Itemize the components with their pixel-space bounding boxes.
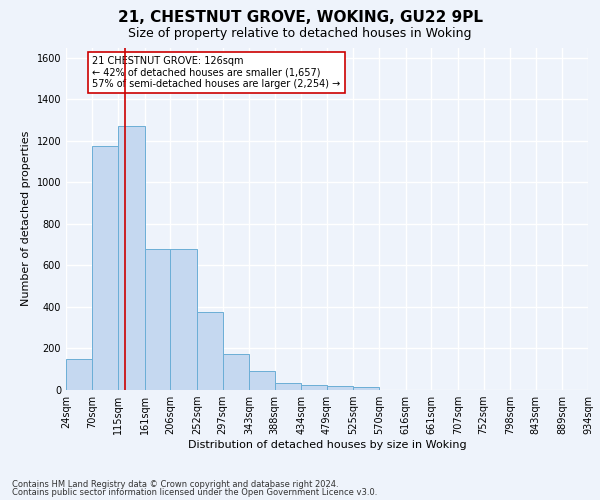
Text: Contains HM Land Registry data © Crown copyright and database right 2024.: Contains HM Land Registry data © Crown c… (12, 480, 338, 489)
Bar (275, 382, 301, 390)
Bar (223, 354, 249, 390)
Text: Contains public sector information licensed under the Open Government Licence v3: Contains public sector information licen… (12, 488, 377, 497)
Bar (353, 387, 379, 390)
Text: 21 CHESTNUT GROVE: 126sqm
← 42% of detached houses are smaller (1,657)
57% of se: 21 CHESTNUT GROVE: 126sqm ← 42% of detac… (92, 56, 341, 89)
Text: 21, CHESTNUT GROVE, WOKING, GU22 9PL: 21, CHESTNUT GROVE, WOKING, GU22 9PL (118, 10, 482, 25)
Bar (249, 372, 275, 390)
Bar (170, 249, 197, 390)
Text: Size of property relative to detached houses in Woking: Size of property relative to detached ho… (128, 28, 472, 40)
Bar (145, 249, 170, 390)
Bar (92, 146, 118, 390)
Bar (197, 312, 223, 390)
Bar (301, 385, 327, 390)
X-axis label: Distribution of detached houses by size in Woking: Distribution of detached houses by size … (188, 440, 466, 450)
Bar (118, 126, 145, 390)
Bar (327, 386, 353, 390)
Y-axis label: Number of detached properties: Number of detached properties (21, 131, 31, 306)
Bar (66, 359, 92, 390)
